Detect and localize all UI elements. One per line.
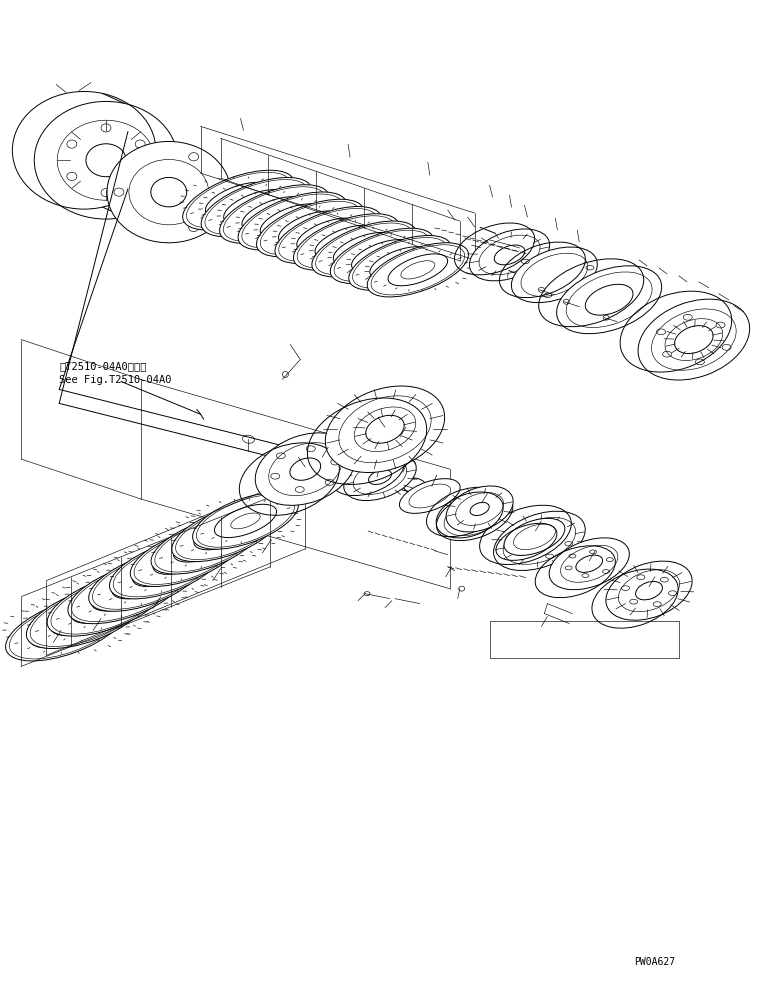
Ellipse shape: [5, 596, 126, 661]
Ellipse shape: [110, 538, 222, 598]
Ellipse shape: [238, 192, 347, 250]
Ellipse shape: [330, 228, 434, 284]
Ellipse shape: [34, 102, 178, 219]
Text: 第T2510-04A0図参照: 第T2510-04A0図参照: [59, 362, 147, 372]
Ellipse shape: [182, 170, 294, 230]
Ellipse shape: [192, 493, 298, 549]
Ellipse shape: [312, 221, 416, 277]
Ellipse shape: [344, 454, 416, 500]
Ellipse shape: [400, 479, 460, 513]
Ellipse shape: [86, 144, 126, 177]
Ellipse shape: [130, 527, 241, 586]
Ellipse shape: [220, 185, 329, 244]
Ellipse shape: [575, 551, 623, 582]
Ellipse shape: [89, 550, 203, 611]
Ellipse shape: [201, 178, 312, 237]
Ellipse shape: [294, 214, 399, 270]
Ellipse shape: [504, 518, 565, 555]
Ellipse shape: [68, 561, 184, 623]
Ellipse shape: [446, 486, 513, 531]
Ellipse shape: [549, 537, 629, 589]
Text: See Fig.T2510-04A0: See Fig.T2510-04A0: [59, 376, 172, 386]
Ellipse shape: [255, 433, 355, 505]
Ellipse shape: [512, 247, 597, 303]
Ellipse shape: [172, 504, 279, 561]
Ellipse shape: [494, 511, 585, 570]
Ellipse shape: [349, 236, 451, 291]
Text: PW0A627: PW0A627: [634, 957, 675, 967]
Ellipse shape: [151, 515, 260, 574]
Ellipse shape: [606, 561, 692, 620]
Ellipse shape: [638, 299, 749, 380]
Ellipse shape: [107, 142, 231, 243]
Ellipse shape: [58, 120, 154, 200]
Ellipse shape: [275, 207, 382, 264]
Ellipse shape: [47, 573, 165, 636]
Ellipse shape: [556, 266, 662, 334]
Ellipse shape: [257, 199, 364, 257]
Ellipse shape: [26, 584, 146, 648]
Ellipse shape: [469, 229, 550, 281]
Ellipse shape: [437, 492, 512, 540]
Ellipse shape: [326, 386, 444, 473]
Ellipse shape: [367, 243, 469, 297]
